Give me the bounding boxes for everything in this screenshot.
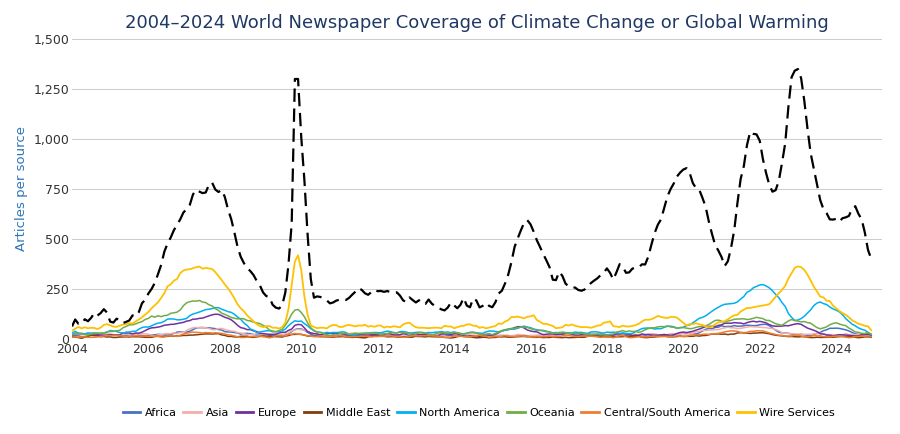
Title: 2004–2024 World Newspaper Coverage of Climate Change or Global Warming: 2004–2024 World Newspaper Coverage of Cl… [125,14,829,32]
Y-axis label: Articles per source: Articles per source [14,126,28,251]
